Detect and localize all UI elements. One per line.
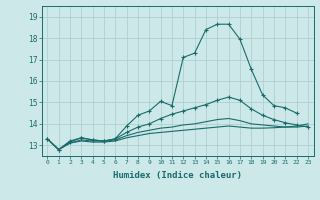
X-axis label: Humidex (Indice chaleur): Humidex (Indice chaleur) — [113, 171, 242, 180]
